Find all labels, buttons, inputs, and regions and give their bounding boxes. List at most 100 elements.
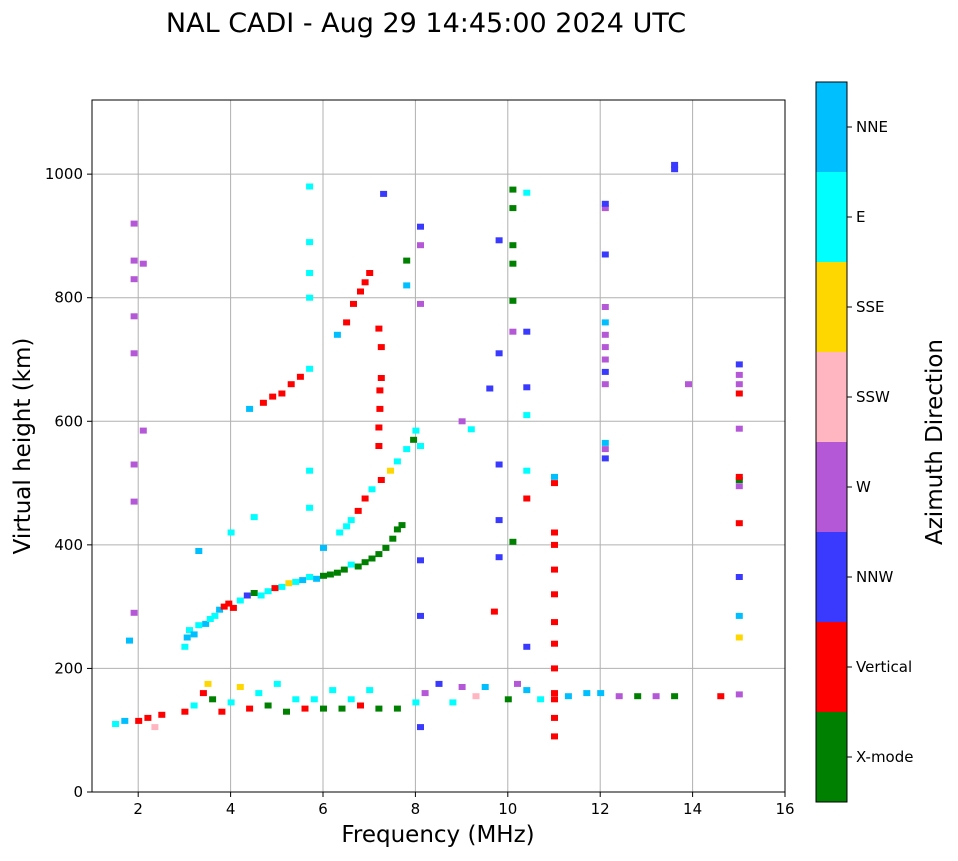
data-point [181,708,189,715]
data-point [306,270,314,276]
data-point [250,590,258,596]
data-point [564,693,572,700]
data-point [246,705,254,712]
data-point [340,566,348,573]
data-point [735,371,743,378]
data-point [130,461,138,468]
data-point [495,554,503,561]
series-8 [126,161,692,731]
data-point [495,237,503,244]
series-3 [246,270,374,412]
data-point [301,705,309,712]
data-point [537,696,545,703]
data-point [255,690,263,697]
data-point [551,665,558,672]
data-point [551,480,558,487]
data-point [130,276,138,283]
plot-grid [92,100,786,793]
data-point [551,529,558,536]
data-point [257,592,265,599]
data-point [551,690,558,697]
data-point [243,592,251,599]
data-point [735,381,743,388]
data-point [393,458,401,465]
data-point [326,571,334,578]
data-point [190,631,198,638]
series-0 [181,522,406,650]
data-point [218,708,226,715]
data-point [615,693,623,700]
data-point [652,693,660,700]
data-point [490,608,498,615]
data-point [135,717,143,724]
data-point [551,696,558,703]
series-6 [735,361,743,641]
data-point [735,425,743,432]
data-point [292,696,300,703]
data-point [523,687,531,694]
data-point [601,251,609,258]
data-point [278,583,286,590]
data-point [523,189,531,196]
colorbar-label: Azimuth Direction [922,339,948,545]
chart-title: NAL CADI - Aug 29 14:45:00 2024 UTC [166,8,686,39]
data-point [551,619,558,626]
data-point [375,443,383,449]
data-point [306,365,314,372]
x-tick-label: 2 [133,800,143,818]
data-point [273,680,281,687]
data-point [306,467,314,474]
data-point [320,705,327,712]
data-point [220,603,228,610]
data-point [376,387,384,394]
data-point [417,443,424,449]
data-point [130,498,138,505]
data-point [278,390,286,397]
data-point [398,522,406,529]
data-point [403,446,411,453]
data-point [601,200,609,207]
x-tick-label: 12 [591,800,610,818]
data-point [671,693,679,700]
data-point [601,455,609,462]
data-point [458,418,466,425]
colorbar-swatch [816,82,847,172]
data-point [306,294,314,301]
data-point [287,381,295,388]
data-point [357,288,364,295]
data-point [389,535,397,542]
data-point [299,577,307,584]
data-point [601,331,609,338]
data-point [403,257,411,264]
data-point [393,526,401,533]
data-point [292,578,300,585]
data-point [269,393,277,400]
colorbar-swatch [816,352,847,442]
colorbar-swatch [816,172,847,262]
data-point [597,690,605,697]
data-point [306,504,314,511]
data-point [361,495,369,502]
data-point [264,702,272,709]
data-point [486,385,494,392]
colorbar-frame [815,81,848,803]
colorbar-swatch [816,442,847,532]
data-point [229,604,237,611]
y-tick-label: 1000 [45,165,83,183]
data-point [523,384,531,391]
y-tick-label: 0 [73,783,83,801]
data-point [354,507,362,514]
data-point [514,680,521,687]
data-point [735,520,743,527]
data-point [523,328,531,335]
data-point [421,690,429,697]
y-axis-label: Virtual height (km) [10,338,36,555]
plot-points [112,161,743,740]
data-point [199,690,207,697]
data-point [271,585,279,592]
data-point [509,205,517,212]
data-point [449,699,457,706]
data-point [735,361,743,368]
data-point [354,563,362,570]
data-point [601,344,609,351]
